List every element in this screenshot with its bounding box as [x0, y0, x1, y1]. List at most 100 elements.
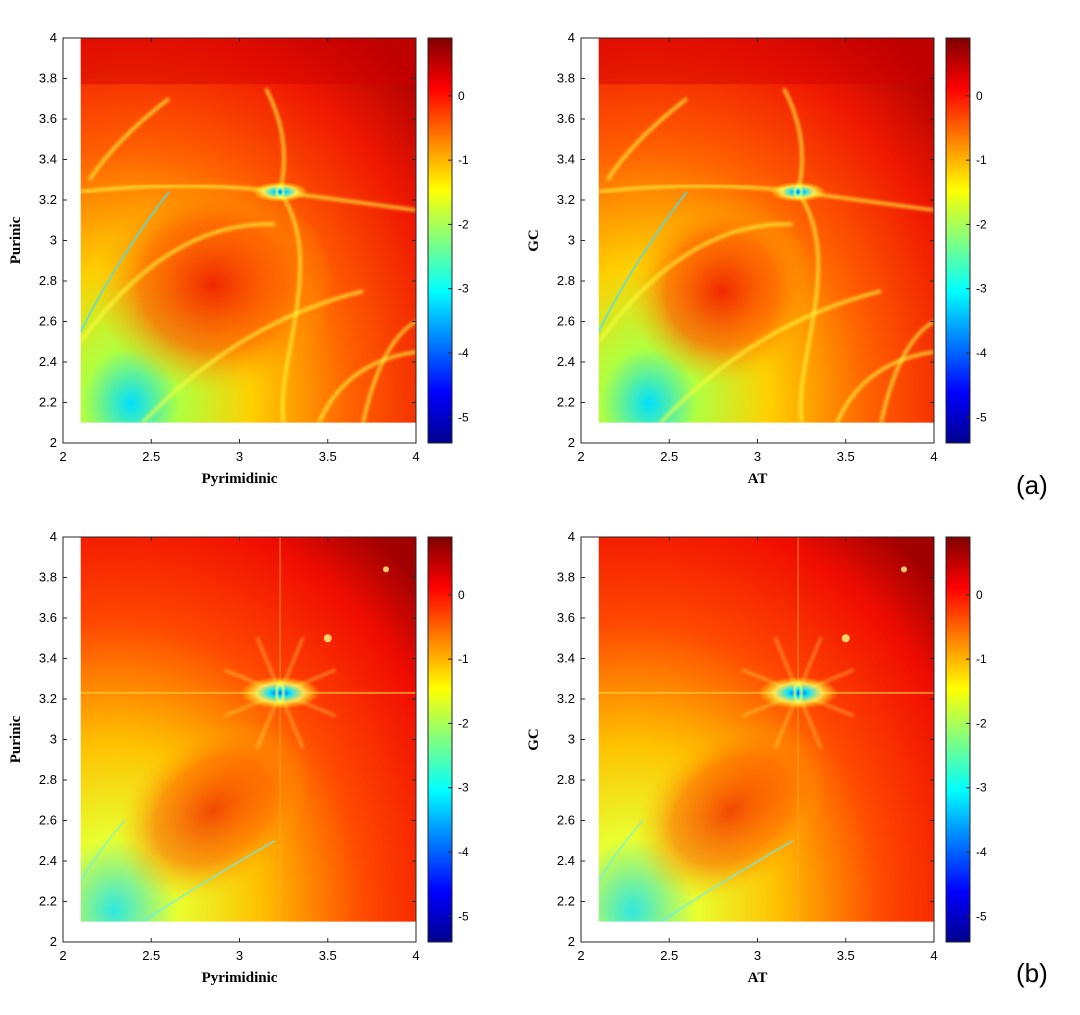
colorbar-tick-label: -5 [458, 410, 469, 424]
colorbar-tick-label: -4 [458, 845, 469, 859]
y-axis-label: Purinic [8, 715, 24, 763]
y-tick-label: 4 [50, 529, 57, 544]
y-tick-label: 2 [568, 435, 575, 450]
x-tick-label: 4 [412, 449, 419, 464]
y-tick-label: 4 [568, 529, 575, 544]
colorbar-tick-label: -1 [976, 153, 987, 167]
y-tick-label: 3.8 [557, 71, 575, 86]
x-tick-label: 2.5 [142, 948, 160, 963]
y-tick-label: 3.6 [557, 111, 575, 126]
y-tick-label: 3.6 [557, 610, 575, 625]
y-tick-label: 3 [568, 233, 575, 248]
y-tick-label: 3.4 [39, 651, 57, 666]
y-tick-label: 2 [50, 934, 57, 949]
y-tick-label: 3 [568, 732, 575, 747]
y-tick-label: 3.4 [557, 651, 575, 666]
colorbar-tick-label: 0 [458, 588, 465, 602]
x-tick-label: 2.5 [660, 948, 678, 963]
y-tick-label: 3.2 [39, 192, 57, 207]
y-tick-label: 2.2 [557, 395, 575, 410]
colorbar-tick-label: 0 [458, 89, 465, 103]
heatmap-image [80, 537, 417, 922]
colorbar-tick-label: -3 [976, 282, 987, 296]
x-tick-label: 4 [412, 948, 419, 963]
panel-label-a: (a) [1016, 470, 1048, 500]
colorbar [427, 536, 453, 943]
x-tick-label: 3.5 [319, 449, 337, 464]
x-axis-label: Pyrimidinic [202, 970, 278, 986]
y-axis-label: GC [526, 728, 542, 751]
y-tick-label: 2.2 [557, 894, 575, 909]
chart-panel-1: 2 2.5 3 3.5 4 2 2.2 2.4 2.6 2.8 3 3.2 3.4 3.6 3.8 4 Pyri… [8, 30, 469, 487]
colorbar-tick-label: -4 [976, 346, 987, 360]
x-tick-label: 3.5 [837, 449, 855, 464]
y-tick-label: 4 [50, 30, 57, 45]
x-tick-label: 2 [577, 449, 584, 464]
colorbar-tick-label: -1 [458, 153, 469, 167]
heatmap-image [80, 38, 417, 423]
x-tick-label: 2 [59, 948, 66, 963]
y-tick-label: 2.2 [39, 395, 57, 410]
y-tick-label: 2.6 [557, 813, 575, 828]
y-tick-label: 2.8 [557, 772, 575, 787]
x-tick-label: 3 [754, 449, 761, 464]
x-tick-label: 4 [930, 449, 937, 464]
colorbar [945, 37, 971, 444]
y-tick-label: 4 [568, 30, 575, 45]
colorbar-tick-label: -4 [976, 845, 987, 859]
y-tick-label: 3.4 [39, 152, 57, 167]
x-tick-label: 3.5 [319, 948, 337, 963]
y-tick-label: 2.8 [39, 273, 57, 288]
x-axis-label: Pyrimidinic [202, 471, 278, 487]
y-tick-label: 3.8 [39, 71, 57, 86]
y-tick-label: 3 [50, 732, 57, 747]
y-axis-label: GC [526, 229, 542, 252]
colorbar [427, 37, 453, 444]
x-tick-label: 2.5 [142, 449, 160, 464]
colorbar-tick-label: -4 [458, 346, 469, 360]
y-tick-label: 2.4 [557, 853, 575, 868]
y-tick-label: 3 [50, 233, 57, 248]
y-tick-label: 3.4 [557, 152, 575, 167]
x-tick-label: 2 [59, 449, 66, 464]
x-axis-label: AT [748, 471, 768, 487]
colorbar-tick-label: -1 [976, 652, 987, 666]
y-tick-label: 2.6 [39, 813, 57, 828]
y-tick-label: 3.2 [557, 192, 575, 207]
chart-panel-4: 2 2.5 3 3.5 4 2 2.2 2.4 2.6 2.8 3 3.2 3.4 3.6 3.8 4 AT GC… [526, 529, 987, 986]
colorbar-tick-label: -2 [976, 716, 987, 730]
chart-panel-2: 2 2.5 3 3.5 4 2 2.2 2.4 2.6 2.8 3 3.2 3.4 3.6 3.8 4 AT GC… [526, 30, 987, 487]
y-tick-label: 2.6 [557, 314, 575, 329]
y-tick-label: 2.4 [557, 354, 575, 369]
y-tick-label: 2 [568, 934, 575, 949]
y-axis-label: Purinic [8, 216, 24, 264]
colorbar-tick-label: -3 [458, 781, 469, 795]
y-tick-label: 3.6 [39, 111, 57, 126]
panel-label-b: (b) [1016, 958, 1048, 988]
x-axis-label: AT [748, 970, 768, 986]
y-tick-label: 3.2 [39, 691, 57, 706]
y-tick-label: 2.8 [39, 772, 57, 787]
heatmap-image [598, 537, 934, 922]
colorbar-tick-label: -5 [976, 909, 987, 923]
x-tick-label: 2.5 [660, 449, 678, 464]
y-tick-label: 2.4 [39, 853, 57, 868]
x-tick-label: 4 [930, 948, 937, 963]
x-tick-label: 3.5 [837, 948, 855, 963]
x-tick-label: 3 [236, 449, 243, 464]
colorbar-tick-label: -3 [976, 781, 987, 795]
colorbar-tick-label: -2 [976, 217, 987, 231]
x-tick-label: 3 [236, 948, 243, 963]
x-tick-label: 3 [754, 948, 761, 963]
colorbar-tick-label: -1 [458, 652, 469, 666]
x-tick-label: 2 [577, 948, 584, 963]
colorbar-tick-label: -5 [976, 410, 987, 424]
y-tick-label: 3.8 [557, 570, 575, 585]
y-tick-label: 2.2 [39, 894, 57, 909]
colorbar-tick-label: -3 [458, 282, 469, 296]
y-tick-label: 3.8 [39, 570, 57, 585]
colorbar-tick-label: 0 [976, 588, 983, 602]
y-tick-label: 2.6 [39, 314, 57, 329]
y-tick-label: 2.4 [39, 354, 57, 369]
